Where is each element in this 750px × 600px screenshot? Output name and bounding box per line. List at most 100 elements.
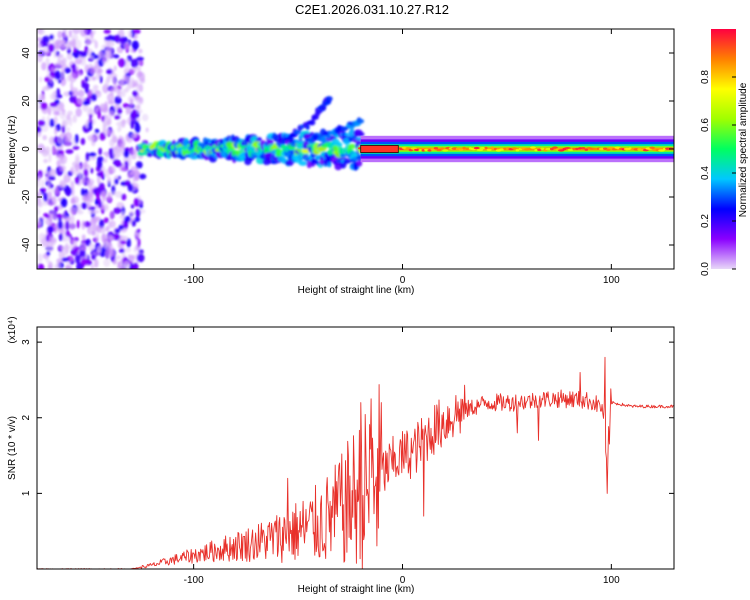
noise-blob bbox=[48, 210, 56, 219]
noise-blob bbox=[72, 114, 77, 123]
noise-blob bbox=[57, 30, 63, 39]
noise-blob bbox=[96, 156, 104, 162]
noise-blob bbox=[68, 40, 73, 46]
noise-blob bbox=[112, 76, 116, 84]
noise-blob bbox=[62, 212, 66, 220]
noise-blob bbox=[61, 257, 69, 262]
flat-peak-blob bbox=[540, 147, 545, 150]
noise-blob bbox=[44, 76, 50, 82]
noise-blob bbox=[130, 204, 135, 209]
noise-blob bbox=[95, 233, 100, 242]
noise-blob bbox=[61, 125, 66, 134]
noise-blob bbox=[88, 243, 95, 251]
noise-blob bbox=[59, 154, 68, 165]
noise-blob bbox=[49, 169, 55, 177]
noise-blob bbox=[76, 203, 82, 213]
noise-blob bbox=[135, 117, 141, 122]
noise-blob bbox=[121, 142, 125, 150]
noise-blob bbox=[137, 70, 143, 78]
noise-blob bbox=[54, 206, 59, 212]
noise-blob bbox=[89, 65, 96, 75]
noise-blob bbox=[54, 185, 59, 195]
noise-blob bbox=[138, 48, 143, 54]
noise-blob bbox=[108, 110, 115, 118]
noise-blob bbox=[81, 234, 86, 241]
noise-blob bbox=[49, 93, 58, 100]
noise-blob bbox=[53, 137, 58, 144]
noise-blob bbox=[91, 76, 97, 81]
noise-blob bbox=[138, 173, 147, 180]
ridge-blob bbox=[319, 158, 325, 166]
flat-peak-blob bbox=[530, 146, 536, 149]
noise-blob bbox=[109, 220, 116, 228]
noise-blob bbox=[118, 120, 123, 131]
noise-blob bbox=[60, 76, 67, 87]
noise-blob bbox=[62, 29, 67, 39]
noise-blob bbox=[65, 230, 70, 237]
flat-peak-blob bbox=[552, 146, 558, 149]
snr-x-label: Height of straight line (km) bbox=[298, 584, 415, 595]
noise-blob bbox=[66, 53, 73, 60]
noise-blob bbox=[114, 34, 121, 43]
noise-blob bbox=[37, 176, 41, 185]
noise-blob bbox=[137, 238, 141, 248]
noise-blob bbox=[68, 29, 73, 38]
noise-blob bbox=[102, 58, 107, 65]
noise-blob bbox=[82, 162, 88, 168]
noise-blob bbox=[103, 258, 111, 267]
noise-blob bbox=[41, 179, 45, 188]
noise-blob bbox=[56, 258, 63, 264]
noise-blob bbox=[96, 162, 103, 169]
noise-blob bbox=[71, 34, 79, 41]
noise-blob bbox=[98, 50, 104, 59]
noise-blob bbox=[94, 128, 100, 134]
flat-peak-blob bbox=[430, 148, 435, 151]
noise-blob bbox=[130, 119, 135, 129]
noise-blob bbox=[114, 191, 123, 198]
flat-peak-blob bbox=[619, 147, 623, 150]
noise-blob bbox=[37, 201, 44, 208]
spectrogram-y-tick-label: 0 bbox=[21, 146, 32, 152]
spectrogram-y-tick-label: 20 bbox=[21, 95, 32, 107]
spectrogram-x-label: Height of straight line (km) bbox=[298, 285, 415, 296]
spectrogram-y-tick-label: -20 bbox=[21, 189, 32, 204]
noise-blob bbox=[70, 81, 74, 91]
noise-blob bbox=[79, 250, 86, 258]
noise-blob bbox=[48, 176, 56, 181]
noise-blob bbox=[74, 176, 80, 185]
snr-x-ticks: -100 0 100 bbox=[184, 327, 620, 586]
noise-blob bbox=[37, 207, 41, 216]
flat-segment-peak bbox=[360, 144, 399, 153]
colorbar-bar bbox=[711, 29, 736, 269]
snr-marks bbox=[37, 356, 674, 569]
flat-peak-blob bbox=[503, 147, 507, 150]
noise-blob bbox=[64, 67, 71, 74]
noise-blob bbox=[113, 81, 118, 92]
snr-y-tick-label: 3 bbox=[21, 339, 32, 345]
noise-blob bbox=[107, 51, 112, 59]
noise-blob bbox=[75, 107, 82, 118]
noise-blob bbox=[103, 217, 109, 224]
noise-blob bbox=[108, 147, 114, 157]
noise-blob bbox=[57, 56, 61, 62]
flat-peak-blob bbox=[658, 149, 665, 152]
noise-blob bbox=[96, 246, 102, 253]
noise-blob bbox=[134, 123, 141, 134]
noise-blob bbox=[53, 148, 59, 155]
lower-branch-blob bbox=[321, 136, 326, 142]
flat-peak-blob bbox=[442, 149, 449, 152]
noise-blob bbox=[37, 37, 44, 42]
flat-peak-blob bbox=[567, 148, 574, 151]
noise-blob bbox=[94, 90, 100, 95]
noise-blob bbox=[98, 226, 107, 234]
noise-blob bbox=[107, 191, 111, 202]
noise-blob bbox=[45, 234, 50, 242]
noise-blob bbox=[40, 94, 46, 102]
noise-blob bbox=[80, 29, 88, 37]
flat-peak-blob bbox=[537, 148, 542, 152]
flat-peak-blob bbox=[549, 147, 554, 151]
flat-peak-blob bbox=[408, 148, 413, 152]
flat-peak-blob bbox=[572, 147, 576, 151]
flat-peak-blob bbox=[433, 147, 439, 150]
spectrogram-x-tick-label: 0 bbox=[400, 275, 406, 286]
